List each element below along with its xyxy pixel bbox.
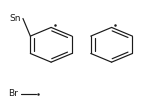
- Text: Sn: Sn: [10, 14, 21, 23]
- Text: Br: Br: [8, 89, 18, 98]
